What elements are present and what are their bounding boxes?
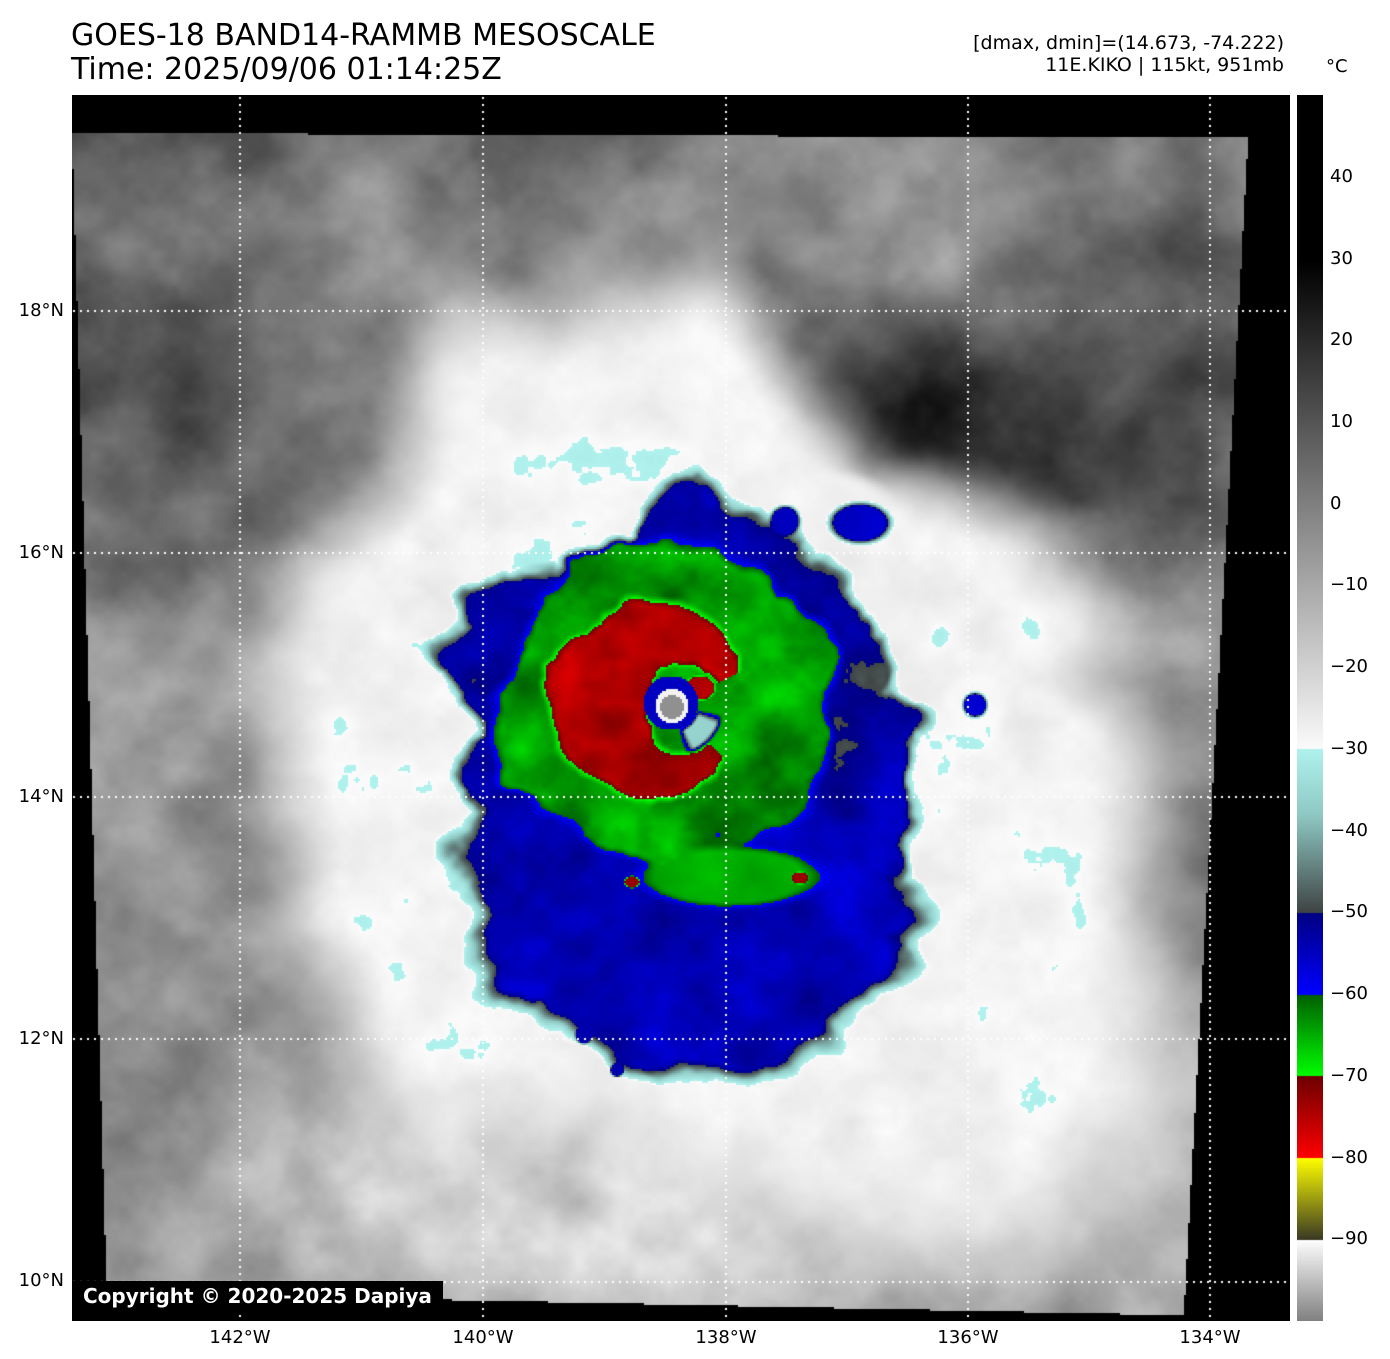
lon-tick-label: 136°W (937, 1327, 999, 1348)
colorbar-tick-label: −30 (1330, 737, 1368, 759)
colorbar-tick-label: −20 (1330, 656, 1368, 678)
colorbar-tick-label: −60 (1330, 983, 1368, 1005)
colorbar-tick-label: −40 (1330, 819, 1368, 841)
colorbar-tick-label: −90 (1330, 1228, 1368, 1250)
lon-tick-label: 142°W (209, 1327, 271, 1348)
page-title: GOES-18 BAND14-RAMMB MESOSCALE (71, 18, 656, 53)
lon-tick-label: 134°W (1179, 1327, 1241, 1348)
colorbar-unit: °C (1326, 56, 1348, 77)
satellite-image-canvas (72, 95, 1290, 1321)
lat-tick-label: 16°N (18, 542, 64, 563)
colorbar-tick-label: 20 (1330, 329, 1353, 351)
dmax-dmin-readout: [dmax, dmin]=(14.673, -74.222) (973, 32, 1284, 54)
colorbar-tick-label: −70 (1330, 1064, 1368, 1086)
colorbar-tick-label: 40 (1330, 165, 1353, 187)
lat-tick-label: 12°N (18, 1028, 64, 1049)
colorbar-tick-label: 0 (1330, 492, 1342, 514)
title-block: GOES-18 BAND14-RAMMB MESOSCALE Time: 202… (71, 19, 656, 87)
colorbar (1297, 95, 1323, 1321)
satellite-map: Copyright © 2020-2025 Dapiya (72, 95, 1290, 1321)
lon-tick-label: 138°W (695, 1327, 757, 1348)
lon-tick-label: 140°W (452, 1327, 514, 1348)
colorbar-tick-label: −80 (1330, 1146, 1368, 1168)
colorbar-tick-label: −50 (1330, 901, 1368, 923)
copyright-badge: Copyright © 2020-2025 Dapiya (72, 1281, 443, 1312)
lat-tick-label: 18°N (18, 300, 64, 321)
colorbar-tick-label: −10 (1330, 574, 1368, 596)
colorbar-tick-label: 30 (1330, 247, 1353, 269)
colorbar-tick-label: 10 (1330, 410, 1353, 432)
info-block: [dmax, dmin]=(14.673, -74.222) 11E.KIKO … (973, 32, 1284, 76)
lat-tick-label: 14°N (18, 786, 64, 807)
lat-tick-label: 10°N (18, 1270, 64, 1291)
storm-info: 11E.KIKO | 115kt, 951mb (1045, 54, 1284, 76)
timestamp: Time: 2025/09/06 01:14:25Z (71, 52, 502, 87)
